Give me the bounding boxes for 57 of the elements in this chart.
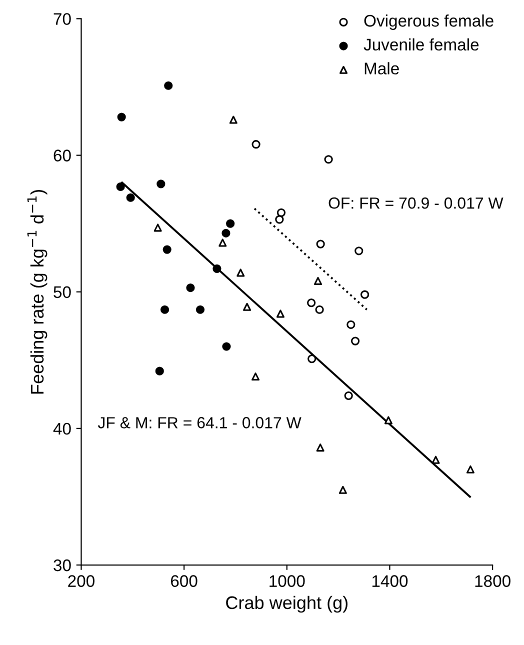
point — [252, 140, 260, 149]
point — [155, 366, 164, 376]
x-tick-label: 200 — [68, 575, 94, 587]
point — [117, 112, 126, 122]
point — [196, 305, 205, 314]
point — [344, 391, 353, 400]
x-tick-label: 1400 — [372, 575, 408, 587]
point — [346, 320, 356, 329]
y-tick-label: 70 — [54, 13, 71, 25]
legend-label: Ovigerous female — [364, 14, 494, 30]
point — [315, 305, 324, 314]
y-axis-title: Feeding rate (g kg$^{−1}$ d$^{−1}$) — [27, 190, 48, 394]
x-tick-label: 1800 — [475, 575, 510, 587]
point — [226, 219, 235, 228]
x-axis-title: Crab weight (g) — [226, 596, 348, 613]
point — [350, 336, 360, 346]
point — [308, 354, 316, 364]
point — [275, 215, 284, 224]
legend-label: Male — [364, 62, 399, 74]
point — [324, 155, 333, 164]
point — [276, 208, 286, 217]
point — [212, 264, 222, 273]
point — [164, 81, 173, 90]
point — [154, 224, 162, 232]
annotation: OF: FR = 70.9 - 0.017 W — [328, 197, 504, 209]
point — [186, 283, 195, 292]
point — [162, 245, 172, 254]
point — [236, 268, 245, 277]
x-tick-label: 1000 — [270, 575, 305, 587]
y-tick-label: 50 — [54, 286, 71, 298]
point — [314, 276, 322, 285]
y-tick-label: 30 — [54, 559, 71, 572]
point — [354, 246, 364, 256]
point — [276, 310, 284, 318]
point — [243, 302, 252, 311]
point — [307, 298, 316, 308]
annotation: JF & M: FR = 64.1 - 0.017 W — [98, 417, 302, 428]
point — [218, 238, 227, 247]
point — [316, 240, 325, 248]
point — [384, 416, 392, 424]
point — [222, 228, 230, 238]
point — [222, 342, 231, 351]
point — [160, 305, 170, 314]
point — [316, 444, 324, 452]
y-tick-label: 60 — [54, 150, 71, 162]
point — [116, 182, 125, 192]
point — [229, 116, 238, 124]
point — [252, 372, 260, 381]
point — [126, 193, 135, 202]
legend-label: Juvenile female — [364, 38, 479, 51]
point — [338, 486, 347, 494]
point — [360, 290, 370, 299]
y-tick-label: 40 — [53, 422, 71, 435]
x-tick-label: 600 — [171, 575, 198, 587]
point — [466, 465, 474, 474]
point — [156, 180, 166, 188]
point — [432, 456, 440, 464]
